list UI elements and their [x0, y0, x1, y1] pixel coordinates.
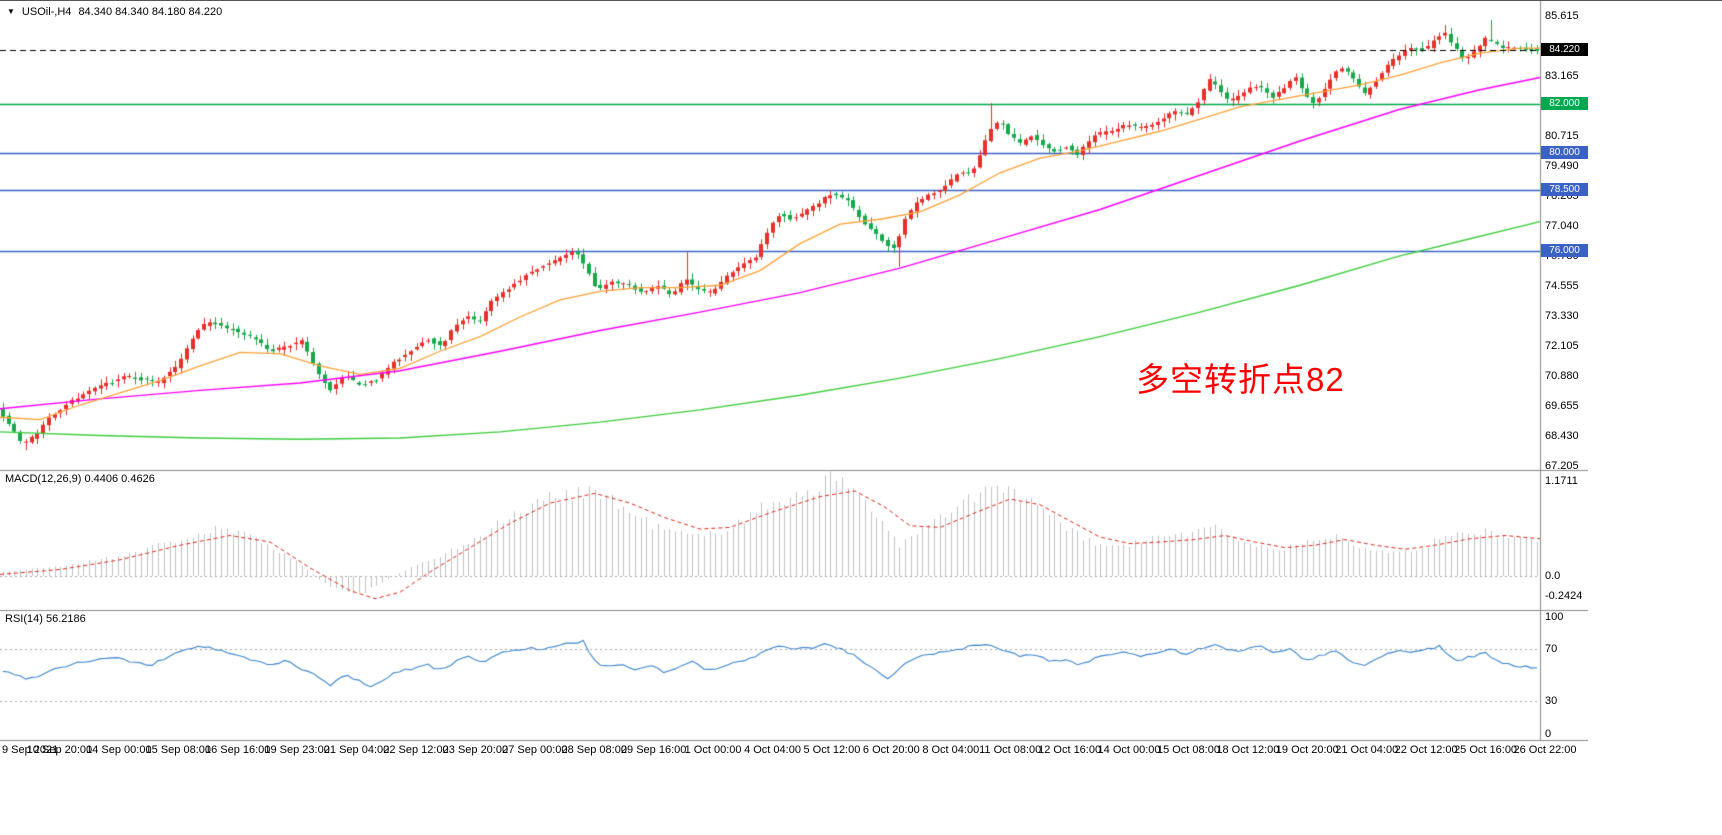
time-axis-label: 22 Oct 12:00: [1394, 744, 1458, 756]
time-axis-label: 29 Sep 16:00: [620, 744, 687, 756]
rsi-axis-label: 100: [1545, 611, 1564, 623]
price-axis-label: 70.880: [1545, 370, 1579, 383]
macd-indicator-label: MACD(12,26,9) 0.4406 0.4626: [5, 473, 155, 485]
macd-axis-label: 1.1711: [1545, 475, 1578, 488]
price-axis-label: 73.330: [1545, 310, 1579, 323]
time-axis-label: 11 Oct 08:00: [979, 744, 1042, 756]
price-axis-label: 83.165: [1545, 69, 1579, 82]
price-axis-label: 67.205: [1545, 460, 1579, 472]
time-axis-label: 1 Oct 00:00: [684, 744, 742, 756]
time-axis-label: 22 Sep 12:00: [383, 744, 449, 756]
time-axis-label: 15 Sep 08:00: [145, 744, 211, 756]
price-badge: 82.000: [1541, 97, 1588, 111]
time-axis-label: 21 Oct 04:00: [1335, 744, 1399, 756]
price-badge: 80.000: [1541, 146, 1588, 160]
symbol-period-label: USOil-,H4: [21, 6, 72, 18]
rsi-axis-label: 70: [1545, 643, 1558, 655]
time-axis-label: 19 Sep 23:00: [264, 744, 330, 756]
price-badge: 76.000: [1541, 244, 1588, 258]
time-axis-label: 6 Oct 20:00: [862, 744, 920, 756]
chart-canvas[interactable]: [0, 1, 1588, 759]
time-axis-label: 8 Oct 04:00: [922, 744, 980, 756]
time-axis-label: 5 Oct 12:00: [803, 744, 861, 756]
time-axis-label: 4 Oct 04:00: [744, 744, 801, 756]
symbol-collapse-icon[interactable]: ▼: [7, 7, 15, 16]
time-axis-label: 26 Oct 22:00: [1513, 744, 1577, 756]
price-axis-label: 74.555: [1545, 280, 1579, 293]
time-axis-label: 10 Sep 20:00: [26, 744, 93, 756]
time-axis-label: 27 Sep 00:00: [502, 744, 568, 756]
price-badge: 78.500: [1541, 182, 1588, 196]
time-axis-label: 16 Sep 16:00: [204, 744, 271, 756]
price-axis-label: 69.655: [1545, 400, 1579, 413]
time-axis-label: 12 Oct 16:00: [1038, 744, 1102, 756]
price-axis-label: 77.040: [1545, 219, 1579, 232]
chart-header: ▼ USOil-,H4 84.340 84.340 84.180 84.220: [7, 6, 222, 18]
price-axis-label: 79.490: [1545, 159, 1579, 172]
time-axis-label: 28 Sep 08:00: [561, 744, 627, 756]
rsi-axis-label: 0: [1545, 728, 1552, 740]
rsi-indicator-label: RSI(14) 56.2186: [5, 613, 86, 625]
time-axis-label: 23 Sep 20:00: [442, 744, 509, 756]
time-axis-label: 14 Sep 00:00: [86, 744, 152, 756]
time-axis-label: 21 Sep 04:00: [323, 744, 390, 756]
price-axis-label: 85.615: [1545, 10, 1579, 22]
macd-axis-label: 0.0: [1545, 570, 1561, 582]
time-axis-label: 14 Oct 00:00: [1097, 744, 1161, 756]
rsi-axis-label: 30: [1545, 695, 1558, 707]
time-axis-label: 25 Oct 16:00: [1454, 744, 1518, 756]
price-axis-label: 68.430: [1545, 430, 1579, 443]
time-axis-label: 9 Sep 2021: [2, 744, 59, 756]
time-axis-label: 18 Oct 12:00: [1216, 744, 1280, 756]
price-axis-label: 72.105: [1545, 340, 1579, 353]
price-axis-label: 80.715: [1545, 129, 1579, 142]
ohlc-values: 84.340 84.340 84.180 84.220: [78, 6, 223, 18]
chart-annotation-text: 多空转折点82: [1136, 361, 1345, 398]
time-axis-label: 19 Oct 20:00: [1275, 744, 1339, 756]
price-badge: 84.220: [1541, 43, 1588, 57]
macd-axis-label: -0.2424: [1545, 589, 1583, 602]
time-axis-label: 15 Oct 08:00: [1156, 744, 1220, 756]
